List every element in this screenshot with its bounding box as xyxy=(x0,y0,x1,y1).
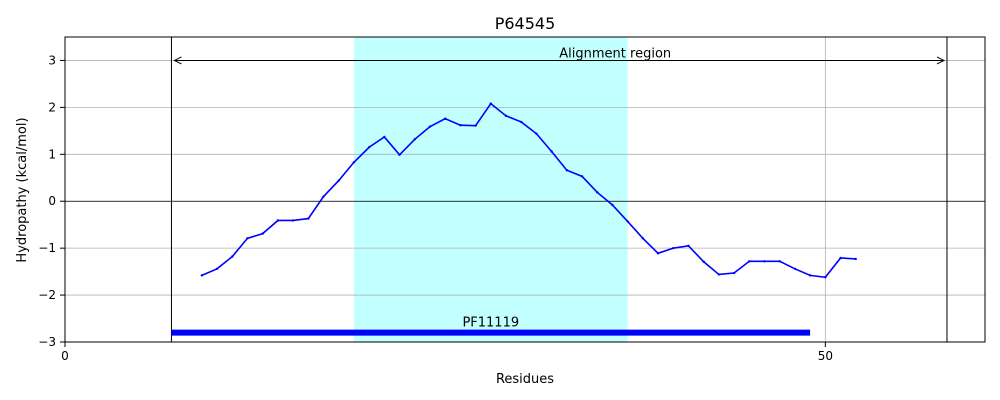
hydropathy-point xyxy=(474,124,477,127)
hydropathy-point xyxy=(656,252,660,255)
x-axis-label: Residues xyxy=(496,372,554,387)
hydropathy-point xyxy=(307,217,310,220)
hydropathy-point xyxy=(413,138,416,141)
y-tick-label: 0 xyxy=(48,194,56,208)
hydropathy-point xyxy=(519,120,523,124)
alignment-arrowhead-left xyxy=(173,56,182,65)
hydropathy-point xyxy=(550,150,553,153)
y-tick-label: 2 xyxy=(48,100,56,114)
hydropathy-point xyxy=(231,255,234,258)
hydropathy-point xyxy=(322,195,325,198)
hydropathy-point xyxy=(596,191,599,194)
hydropathy-point xyxy=(215,267,219,270)
y-tick-label: 1 xyxy=(48,147,56,161)
hydropathy-point xyxy=(778,260,781,263)
y-tick-label: −3 xyxy=(38,335,56,349)
hydropathy-point xyxy=(291,219,295,222)
hydropathy-point xyxy=(687,244,690,248)
highlight-band xyxy=(353,37,628,342)
hydropathy-point xyxy=(763,260,766,263)
hydropathy-point xyxy=(428,125,432,128)
hydropathy-point xyxy=(824,276,827,279)
hydropathy-point xyxy=(276,219,280,222)
x-tick-label: 50 xyxy=(818,349,833,363)
hydropathy-point xyxy=(732,271,736,275)
hydropathy-point xyxy=(748,260,751,263)
hydropathy-point xyxy=(535,132,538,135)
hydropathy-point xyxy=(504,114,508,118)
hydropathy-point xyxy=(367,146,371,149)
hydropathy-line xyxy=(201,102,856,279)
hydropathy-point xyxy=(702,260,705,263)
y-tick-label: −1 xyxy=(38,241,56,255)
hydropathy-point xyxy=(489,102,492,105)
alignment-region-label: Alignment region xyxy=(559,46,671,61)
hydropathy-point xyxy=(352,161,356,164)
hydropathy-point xyxy=(246,237,249,240)
hydropathy-point xyxy=(443,117,447,120)
hydropathy-point xyxy=(611,203,614,207)
hydropathy-point xyxy=(672,246,675,250)
hydropathy-point xyxy=(854,257,857,261)
y-tick-label: −2 xyxy=(38,288,56,302)
hydropathy-point xyxy=(580,175,584,178)
hydropathy-point xyxy=(565,169,569,172)
y-axis-label: Hydropathy (kcal/mol) xyxy=(15,117,30,262)
hydropathy-point xyxy=(261,232,264,235)
y-tick-label: 3 xyxy=(48,53,56,67)
hydropathy-point xyxy=(641,237,645,240)
axes: 0 50 −3 −2 −1 0 1 2 3 xyxy=(38,36,986,363)
chart-title: P64545 xyxy=(495,14,556,33)
x-tick-label: 0 xyxy=(61,349,69,363)
hydropathy-point xyxy=(808,274,812,277)
hydropathy-point xyxy=(200,274,204,277)
hydropathy-point xyxy=(839,256,842,260)
hydropathy-point xyxy=(793,267,797,270)
plot-area: Alignment region PF11119 xyxy=(64,37,985,343)
plot-frame xyxy=(64,36,986,343)
hydropathy-point xyxy=(626,220,629,223)
hydropathy-point xyxy=(398,153,401,156)
hydropathy-point xyxy=(383,135,386,139)
hydropathy-point xyxy=(717,273,721,276)
alignment-arrowhead-right xyxy=(936,56,946,65)
domain-label: PF11119 xyxy=(462,316,519,331)
hydropathy-point xyxy=(459,124,462,127)
hydropathy-point xyxy=(337,179,340,182)
